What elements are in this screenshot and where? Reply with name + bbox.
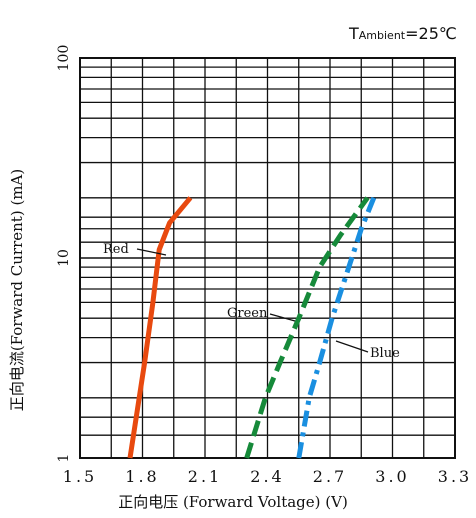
series-green-label: Green <box>227 306 268 321</box>
y-tick-label: 1 <box>56 454 72 463</box>
x-axis-label: 正向电压 (Forward Voltage) (V) <box>118 493 348 511</box>
tick-labels: 1.5 1.8 2.1 2.4 2.7 3.0 3.3 1 10 100 <box>56 45 472 486</box>
series-green-line <box>244 196 370 459</box>
annotation-prefix: T <box>348 24 359 43</box>
x-tick-label: 1.5 <box>63 467 97 486</box>
series-red-leader <box>136 248 167 256</box>
annotation-subscript: Ambient <box>359 29 406 42</box>
series-blue-label: Blue <box>370 346 400 361</box>
series-blue-leader <box>335 340 369 353</box>
x-tick-label: 2.4 <box>250 467 284 486</box>
series-blue-line <box>296 196 377 459</box>
x-tick-label: 2.7 <box>313 467 347 486</box>
y-axis-label: 正向电流(Forward Current) (mA) <box>8 169 26 411</box>
series-labels: Red Green Blue <box>103 242 400 361</box>
annotation-value: =25℃ <box>405 24 457 43</box>
x-tick-label: 3.0 <box>375 467 409 486</box>
series-layer <box>127 196 377 459</box>
grid <box>79 57 456 459</box>
y-tick-label: 10 <box>56 249 72 267</box>
x-tick-label: 2.1 <box>188 467 222 486</box>
x-tick-label: 3.3 <box>438 467 472 486</box>
ambient-temperature-annotation: TAmbient=25℃ <box>348 24 457 43</box>
series-green-leader <box>269 313 296 322</box>
x-tick-label: 1.8 <box>125 467 159 486</box>
y-tick-label: 100 <box>56 45 72 72</box>
series-red-line <box>127 196 193 459</box>
series-red-label: Red <box>103 242 129 257</box>
